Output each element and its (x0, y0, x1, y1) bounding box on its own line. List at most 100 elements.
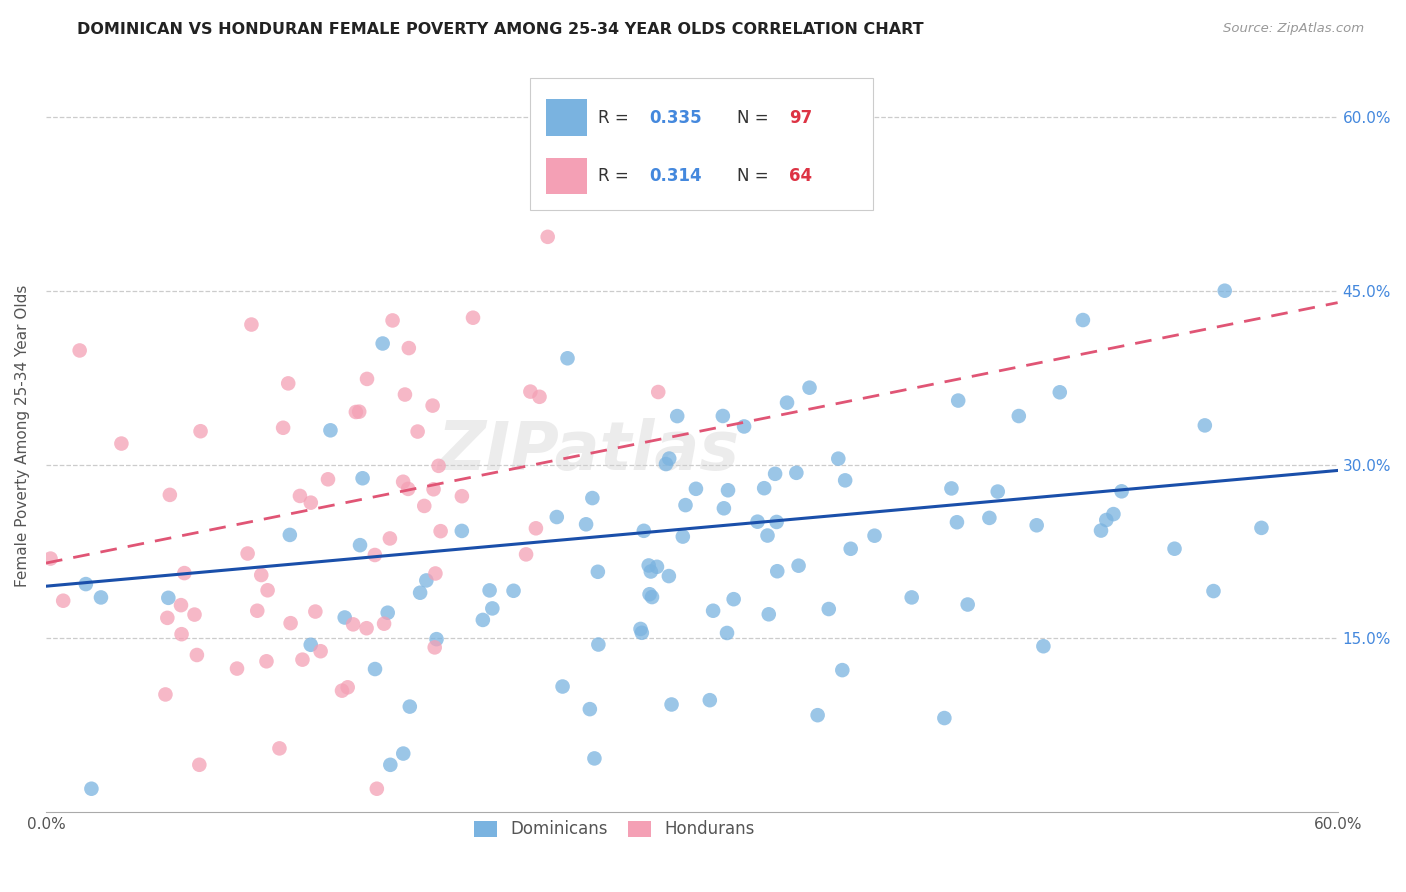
Point (1111, 484, 1133, 499)
Point (645, 559, 668, 574)
Text: 0.314: 0.314 (650, 167, 702, 186)
Point (90, 591, 112, 605)
Text: ZIPatlas: ZIPatlas (437, 417, 740, 483)
Point (756, 528, 779, 542)
Point (299, 496, 322, 510)
Text: DOMINICAN VS HONDURAN FEMALE POVERTY AMONG 25-34 YEAR OLDS CORRELATION CHART: DOMINICAN VS HONDURAN FEMALE POVERTY AMO… (77, 22, 924, 37)
Point (699, 693, 721, 707)
Point (817, 602, 839, 616)
Point (478, 583, 501, 598)
Point (765, 515, 787, 529)
Point (380, 757, 402, 772)
Point (299, 638, 322, 652)
Point (979, 511, 1001, 525)
Point (356, 621, 378, 635)
Point (546, 510, 568, 524)
Point (155, 688, 177, 702)
Point (256, 654, 278, 668)
Point (946, 515, 969, 529)
Point (1032, 639, 1054, 653)
Point (392, 747, 415, 761)
Point (392, 475, 415, 489)
Point (451, 489, 474, 503)
Point (713, 501, 735, 516)
Point (381, 313, 404, 327)
Point (588, 638, 610, 652)
Point (396, 482, 419, 496)
Point (240, 318, 263, 332)
Point (733, 419, 755, 434)
Point (183, 607, 205, 622)
Point (579, 702, 602, 716)
Point (377, 606, 399, 620)
Point (269, 741, 291, 756)
Point (425, 566, 447, 581)
Point (1025, 518, 1047, 533)
Point (450, 524, 472, 538)
Text: N =: N = (737, 109, 773, 127)
Point (481, 601, 503, 615)
Point (655, 457, 678, 471)
Point (378, 532, 401, 546)
Point (349, 538, 371, 552)
Point (425, 632, 447, 647)
Point (309, 644, 332, 658)
Point (371, 336, 394, 351)
Point (170, 627, 193, 641)
Point (948, 393, 970, 408)
Point (1095, 513, 1118, 527)
Point (156, 611, 179, 625)
Point (159, 488, 181, 502)
Point (787, 558, 810, 573)
Point (640, 565, 662, 579)
Point (723, 592, 745, 607)
Point (422, 483, 444, 497)
Point (747, 515, 769, 529)
Point (666, 409, 689, 423)
Point (413, 499, 436, 513)
Point (333, 610, 356, 624)
Point (785, 466, 807, 480)
Point (256, 583, 278, 598)
Point (288, 489, 311, 503)
Point (711, 409, 734, 423)
Point (702, 604, 724, 618)
Point (173, 566, 195, 580)
Point (537, 230, 560, 244)
Point (956, 598, 979, 612)
Point (236, 547, 259, 561)
Point (398, 341, 420, 355)
Point (551, 680, 574, 694)
Point (502, 583, 524, 598)
Point (675, 498, 697, 512)
Point (1090, 524, 1112, 538)
Point (557, 351, 579, 366)
Point (347, 405, 370, 419)
Point (415, 574, 437, 588)
Point (834, 474, 856, 488)
Legend: Dominicans, Hondurans: Dominicans, Hondurans (467, 814, 762, 845)
Point (170, 598, 193, 612)
Point (647, 384, 669, 399)
Point (1071, 313, 1094, 327)
Point (1250, 521, 1272, 535)
Point (366, 781, 388, 796)
Point (529, 390, 551, 404)
Point (658, 451, 681, 466)
Point (110, 436, 132, 450)
Point (638, 587, 661, 601)
Point (352, 471, 374, 485)
Point (934, 711, 956, 725)
Point (75, 577, 97, 591)
Point (672, 530, 695, 544)
Point (398, 699, 420, 714)
Point (423, 640, 446, 655)
Text: R =: R = (598, 167, 634, 186)
Point (630, 625, 652, 640)
Point (157, 591, 180, 605)
Point (344, 405, 367, 419)
Point (763, 467, 786, 481)
Point (633, 524, 655, 538)
Text: Source: ZipAtlas.com: Source: ZipAtlas.com (1223, 22, 1364, 36)
Point (583, 751, 606, 765)
